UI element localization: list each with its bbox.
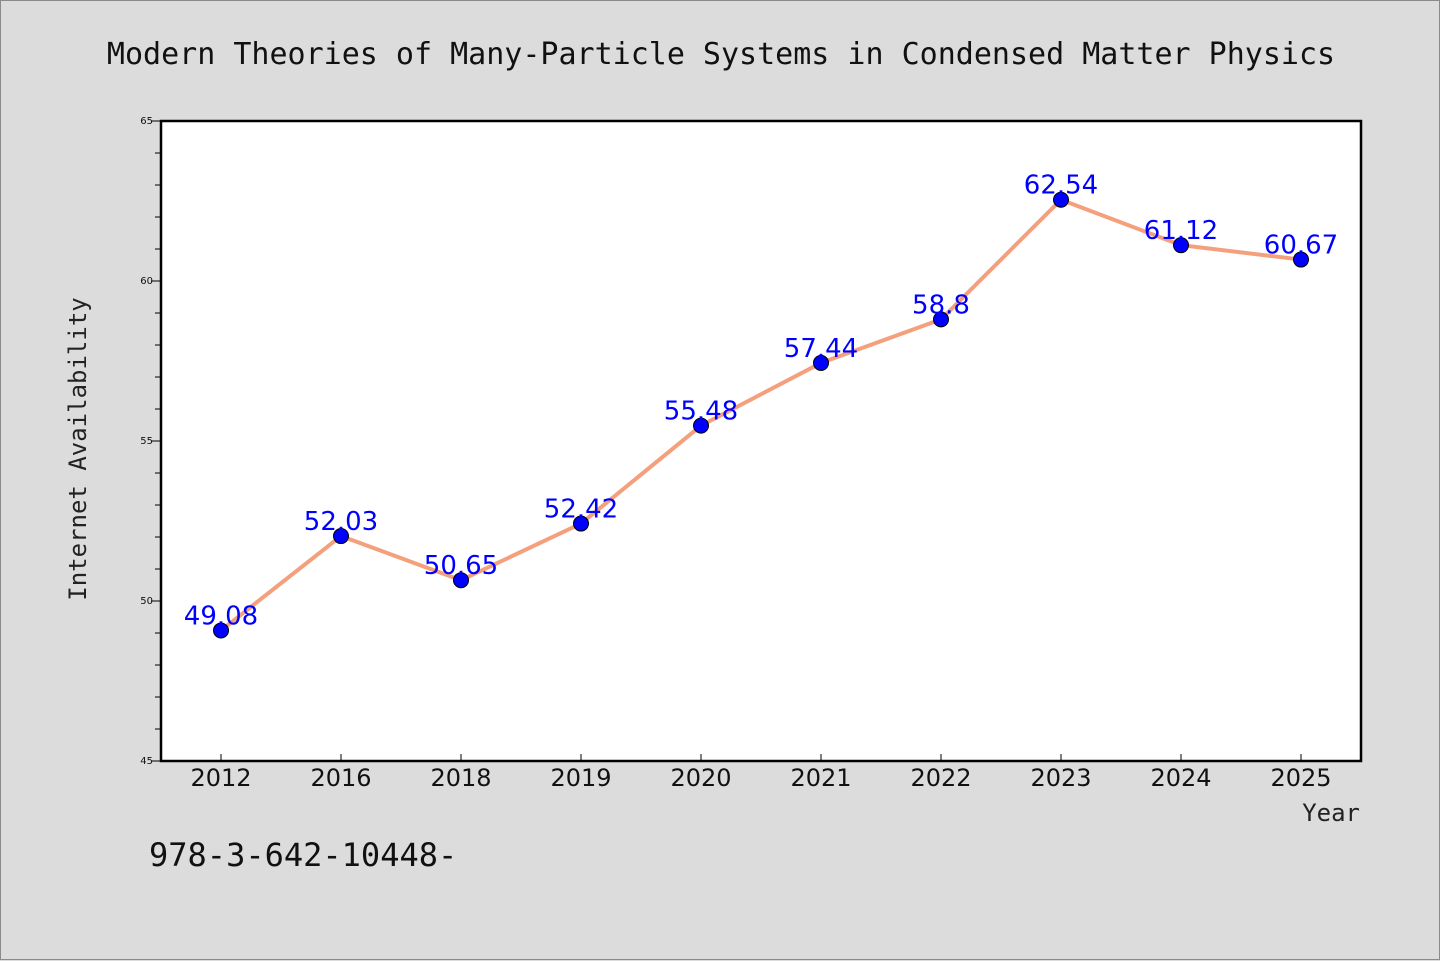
data-label: 49.08 (184, 601, 258, 631)
series-line-group (213, 191, 1309, 639)
x-tick-label: 2025 (1270, 764, 1331, 792)
data-point (213, 622, 229, 639)
data-label: 57.44 (784, 334, 858, 364)
data-label-group: 49.08 52.03 50.65 52.42 55.48 57.44 58.8 62.54 6… (184, 171, 1338, 632)
data-point (1293, 251, 1309, 268)
data-label: 55.48 (664, 397, 738, 427)
data-point (1173, 237, 1189, 254)
plot-area (159, 119, 1363, 763)
data-label: 60.67 (1264, 231, 1338, 261)
data-label: 52.03 (304, 507, 378, 537)
data-point (933, 311, 949, 328)
y-axis: 45 50 55 60 65 (140, 116, 161, 767)
data-label: 52.42 (544, 495, 618, 525)
x-tick-label: 2021 (790, 764, 851, 792)
x-tick-label: 2018 (430, 764, 491, 792)
data-label: 58.8 (912, 290, 970, 320)
series-line (219, 197, 1303, 633)
y-tick-label: 50 (140, 596, 153, 607)
chart-title: Modern Theories of Many-Particle Systems… (107, 37, 1335, 72)
data-point (813, 354, 829, 371)
x-tick-label: 2019 (550, 764, 611, 792)
data-point (453, 572, 469, 589)
y-tick-label: 45 (140, 756, 153, 767)
x-tick-label: 2024 (1150, 764, 1211, 792)
y-axis-label: Internet Availability (64, 297, 92, 600)
x-tick-label: 2012 (190, 764, 251, 792)
x-axis: 2012 2016 2018 2019 2020 2021 2022 2023 2024 2025 (190, 754, 1332, 792)
x-axis-label: Year (1302, 799, 1360, 827)
data-label: 61.12 (1144, 216, 1218, 246)
data-label: 50.65 (424, 551, 498, 581)
data-point (1053, 191, 1069, 208)
data-label: 62.54 (1024, 171, 1098, 201)
data-point (333, 528, 349, 545)
data-point (693, 417, 709, 434)
x-tick-label: 2016 (310, 764, 371, 792)
isbn-footnote: 978-3-642-10448- (149, 836, 457, 874)
x-tick-label: 2023 (1030, 764, 1091, 792)
y-tick-label: 65 (140, 116, 153, 127)
y-tick-label: 60 (140, 276, 153, 287)
data-point (573, 515, 589, 532)
x-tick-label: 2020 (670, 764, 731, 792)
y-tick-label: 55 (140, 436, 153, 447)
x-tick-label: 2022 (910, 764, 971, 792)
